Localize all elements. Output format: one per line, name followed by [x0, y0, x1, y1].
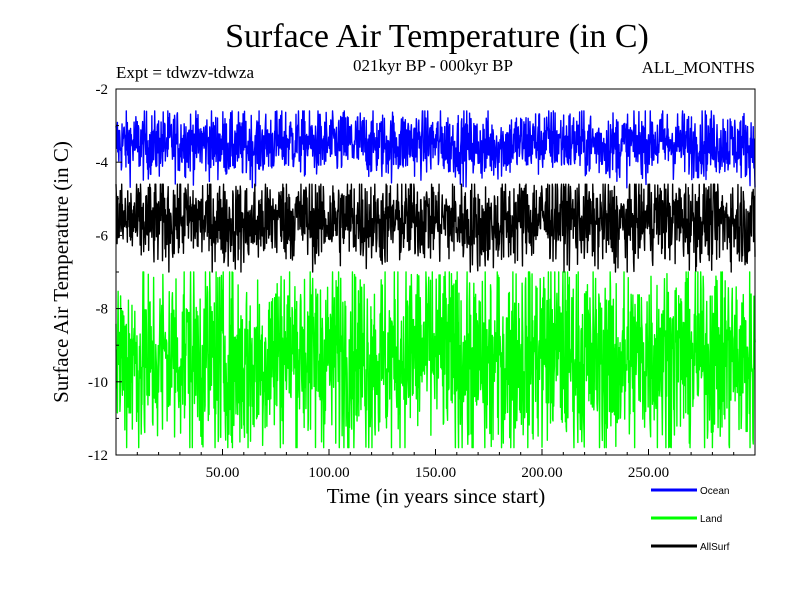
- y-tick-label: -10: [88, 375, 108, 391]
- season-label: ALL_MONTHS: [642, 58, 755, 77]
- chart-title: Surface Air Temperature (in C): [225, 18, 649, 55]
- y-tick-label: -8: [96, 302, 109, 318]
- legend-label-allsurf: AllSurf: [700, 542, 730, 553]
- y-axis-label: Surface Air Temperature (in C): [49, 141, 73, 403]
- experiment-label: Expt = tdwzv-tdwza: [116, 63, 254, 82]
- series-line-allsurf: [115, 183, 756, 273]
- chart-subtitle: 021kyr BP - 000kyr BP: [353, 56, 513, 75]
- series-line-ocean: [115, 110, 756, 189]
- series-line-land: [115, 271, 756, 449]
- x-tick-label: 250.00: [628, 465, 669, 481]
- y-tick-label: -4: [96, 155, 109, 171]
- legend: Ocean Land AllSurf: [651, 486, 730, 553]
- y-tick-label: -2: [96, 82, 109, 98]
- legend-label-land: Land: [700, 514, 722, 525]
- x-tick-label: 50.00: [206, 465, 240, 481]
- legend-label-ocean: Ocean: [700, 486, 729, 497]
- plot-area: [115, 110, 756, 449]
- x-axis-label: Time (in years since start): [327, 484, 546, 508]
- y-axis: -12 -10 -8 -6 -4 -2: [88, 82, 122, 464]
- x-tick-label: 150.00: [415, 465, 456, 481]
- y-tick-label: -12: [88, 448, 108, 464]
- y-tick-label: -6: [96, 228, 109, 244]
- x-axis: 50.00 100.00 150.00 200.00 250.00: [136, 449, 735, 481]
- x-tick-label: 100.00: [308, 465, 349, 481]
- x-tick-label: 200.00: [521, 465, 562, 481]
